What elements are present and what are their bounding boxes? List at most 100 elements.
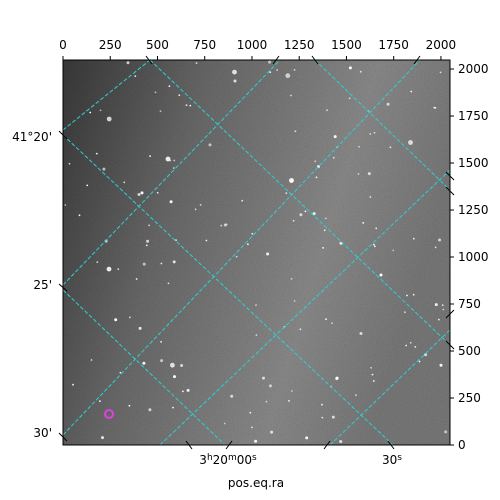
star: [369, 133, 372, 135]
star: [182, 390, 184, 393]
star: [89, 111, 92, 114]
star: [160, 359, 164, 363]
grid-line: [314, 60, 450, 191]
star: [358, 145, 360, 148]
star: [254, 439, 258, 443]
star: [78, 214, 81, 217]
star: [441, 304, 444, 307]
star: [285, 73, 291, 79]
star: [322, 247, 324, 249]
star: [186, 388, 190, 392]
star: [117, 268, 120, 270]
star: [326, 109, 328, 112]
star: [148, 224, 151, 227]
sky-image: [63, 60, 450, 445]
star: [355, 394, 357, 396]
x-axis-label: pos.eq.ra: [228, 476, 284, 490]
star: [409, 341, 412, 344]
star: [433, 106, 436, 109]
grid-line: [149, 60, 450, 346]
star: [333, 135, 337, 139]
x-tick-label: 1000: [237, 38, 268, 52]
star: [137, 193, 141, 196]
star: [135, 278, 138, 280]
star: [170, 362, 175, 368]
star: [172, 260, 176, 264]
star: [134, 75, 137, 77]
y-tick-label: 250: [458, 391, 481, 405]
star: [289, 178, 294, 183]
star: [208, 143, 212, 147]
star: [418, 360, 421, 363]
star: [299, 328, 302, 331]
y-tick-label: 1250: [458, 203, 489, 217]
star: [220, 224, 223, 227]
star: [392, 249, 395, 252]
star: [379, 273, 383, 277]
star: [167, 282, 170, 285]
star: [367, 172, 371, 176]
star: [324, 217, 327, 220]
star: [290, 278, 293, 280]
star: [335, 376, 339, 380]
axes-frame: [62, 59, 451, 446]
star: [332, 156, 335, 159]
star: [251, 232, 254, 235]
y-tick-label: 500: [458, 344, 481, 358]
star: [205, 239, 208, 242]
star: [266, 252, 270, 256]
star: [90, 359, 93, 361]
star: [373, 131, 376, 134]
star: [230, 394, 234, 398]
star: [159, 110, 162, 113]
y-tick-label: 2000: [458, 62, 489, 76]
x-tick-label: 500: [146, 38, 169, 52]
target-marker: [104, 409, 115, 420]
star: [439, 71, 442, 74]
grid-line: [63, 60, 151, 131]
star: [96, 261, 99, 263]
star: [138, 326, 142, 330]
star: [154, 91, 157, 94]
star: [189, 104, 192, 107]
star: [285, 192, 288, 195]
star: [199, 204, 202, 206]
star: [255, 334, 258, 336]
y-tick-label: 1750: [458, 109, 489, 123]
grid-line: [329, 329, 450, 445]
star: [305, 436, 309, 440]
star: [95, 152, 98, 155]
star: [99, 109, 102, 112]
star: [169, 200, 173, 204]
star: [370, 366, 372, 369]
star: [371, 373, 374, 376]
star: [149, 155, 152, 158]
star: [178, 94, 181, 97]
star: [235, 255, 238, 258]
star: [293, 69, 296, 71]
star: [404, 311, 406, 314]
world-coordinate-ticks: [58, 55, 455, 450]
star: [175, 239, 177, 242]
star: [114, 318, 118, 322]
star: [321, 416, 324, 419]
star: [434, 246, 437, 249]
star: [102, 167, 106, 171]
star: [325, 318, 327, 321]
star: [128, 404, 131, 407]
x-tick-label: 2000: [426, 38, 457, 52]
star: [145, 244, 148, 247]
x-pixel-ticks: 0 250 500 750 1000 1250 1500 1750 2000: [59, 38, 456, 60]
star: [269, 71, 272, 74]
star: [68, 162, 71, 165]
coordinate-grid: [63, 60, 450, 445]
star: [142, 262, 146, 266]
star: [255, 304, 257, 306]
star: [172, 167, 175, 169]
star: [444, 430, 448, 434]
star: [414, 346, 417, 348]
star: [299, 213, 303, 217]
star: [331, 322, 333, 325]
grid-line: [63, 60, 281, 286]
